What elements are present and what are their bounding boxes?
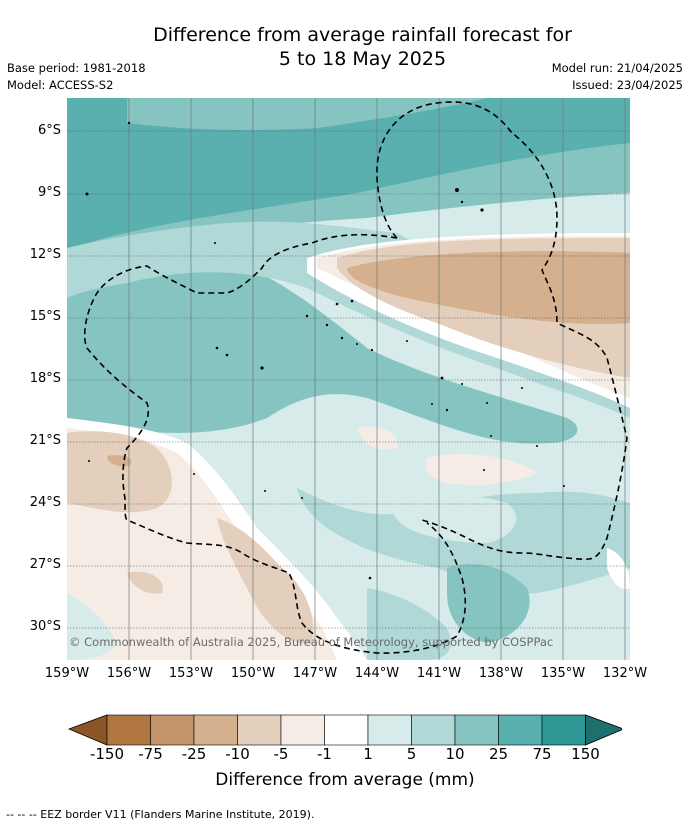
chart-title-line1: Difference from average rainfall forecas… (153, 24, 572, 46)
colorbar-cell (280, 714, 325, 746)
colorbar-tick-label: 25 (488, 745, 509, 763)
wet-patch-southwest-corner (67, 593, 117, 660)
lon-label: 147°W (292, 666, 338, 681)
colorbar-tick-label: 10 (445, 745, 465, 763)
lat-label: 18°S (29, 371, 61, 386)
dry-patch-southwest (67, 431, 172, 513)
copyright-notice: © Commonwealth of Australia 2025, Bureau… (69, 635, 554, 649)
model-run: Model run: 21/04/2025 (551, 61, 683, 75)
dry-patch-east-mid (425, 453, 537, 485)
lon-label: 138°W (478, 666, 524, 681)
wet-patch-top (127, 98, 487, 131)
model-name: Model: ACCESS-S2 (7, 78, 114, 92)
colorbar-cell (541, 714, 586, 746)
lon-label: 153°W (168, 666, 214, 681)
lat-label: 12°S (29, 247, 61, 262)
lon-gridlines (128, 98, 626, 660)
colorbar-tick-label: 5 (406, 745, 417, 763)
lat-label: 9°S (37, 185, 61, 200)
colorbar-cell (150, 714, 195, 746)
chart-title-line2: 5 to 18 May 2025 (278, 48, 447, 70)
issued-date: Issued: 23/04/2025 (572, 78, 683, 92)
lon-label: 141°W (416, 666, 462, 681)
base-period: Base period: 1981-2018 (7, 61, 146, 75)
light-wet-patch-south (392, 494, 517, 543)
colorbar-cell (498, 714, 543, 746)
lat-label: 21°S (29, 433, 61, 448)
lon-label: 144°W (354, 666, 400, 681)
very-dry-region-east (347, 251, 630, 324)
wet-region-central (67, 258, 578, 444)
dry-strip-southwest (217, 518, 314, 644)
lon-label: 135°W (540, 666, 586, 681)
colorbar-tick-label: 75 (532, 745, 552, 763)
colorbar-tick-label: -5 (273, 745, 289, 763)
rainfall-anomaly-map (67, 98, 630, 660)
colorbar-tick-label: 1 (363, 745, 373, 763)
lat-label: 30°S (29, 619, 61, 634)
lat-label: 15°S (29, 309, 61, 324)
colorbar-extend-high (585, 714, 622, 746)
colorbar-tick-label: -150 (89, 745, 125, 763)
colorbar-extend-low (68, 714, 108, 746)
moderate-wet-band (67, 221, 630, 418)
eez-borders (83, 101, 628, 654)
colorbar-cell (193, 714, 238, 746)
lat-label: 6°S (37, 123, 61, 138)
colorbar-cell (411, 714, 456, 746)
wet-patch-bottom (367, 588, 451, 660)
lon-label: 132°W (602, 666, 648, 681)
lon-label: 156°W (106, 666, 152, 681)
colorbar-tick-label: 150 (571, 745, 600, 763)
colorbar-tick-label: -10 (225, 745, 250, 763)
colorbar-cell (454, 714, 499, 746)
colorbar-tick-label: -75 (138, 745, 163, 763)
lat-gridlines (67, 130, 630, 629)
colorbar-cell (237, 714, 282, 746)
colorbar-tick-label: -1 (317, 745, 332, 763)
eez-legend-note: -- -- -- EEZ border V11 (Flanders Marine… (6, 808, 315, 821)
islands (85, 121, 565, 580)
colorbar-cell (367, 714, 412, 746)
colorbar-cell (324, 714, 369, 746)
lon-label: 159°W (44, 666, 90, 681)
colorbar-tick-label: -25 (181, 745, 207, 763)
very-wet-region-north (67, 98, 630, 253)
lon-label: 150°W (230, 666, 276, 681)
colorbar (68, 714, 622, 746)
dry-patch-south (127, 571, 163, 594)
wet-patch-south-central (447, 564, 530, 643)
colorbar-cell (106, 714, 151, 746)
lat-label: 24°S (29, 495, 61, 510)
lat-label: 27°S (29, 557, 61, 572)
colorbar-title: Difference from average (mm) (215, 770, 475, 790)
near-normal-patch-east (607, 548, 630, 590)
